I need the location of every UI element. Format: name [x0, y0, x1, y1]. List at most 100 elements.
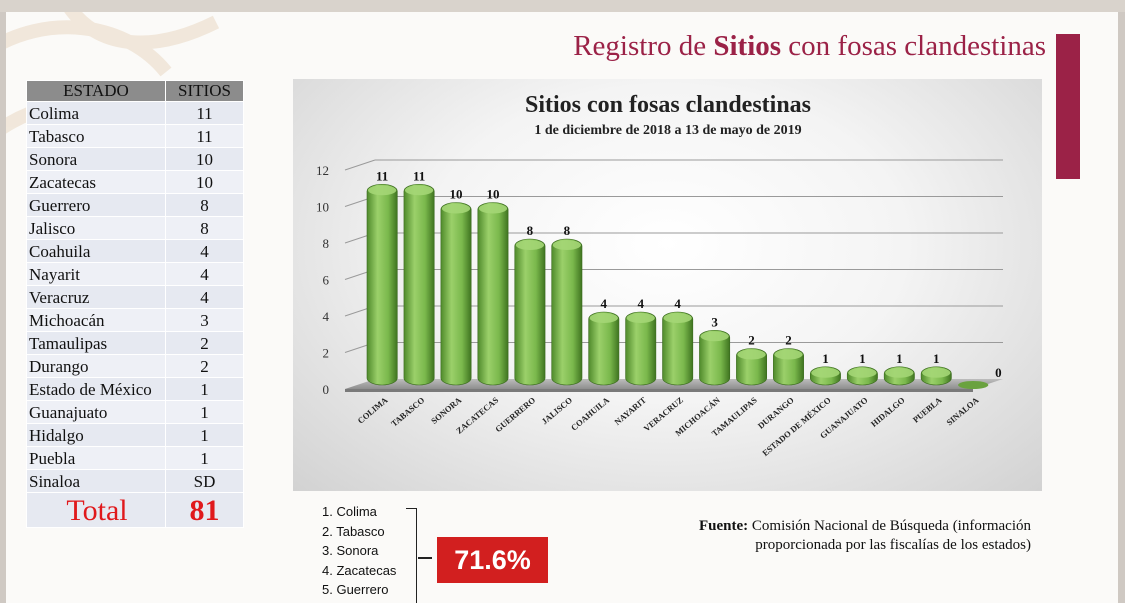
- accent-bar: [1056, 34, 1080, 179]
- gridline-diagonal: [344, 159, 376, 171]
- table-row: Sinaloa SD: [26, 469, 244, 493]
- bar: [625, 311, 657, 386]
- x-tick-label: JALISCO: [539, 395, 574, 427]
- source-text-2: proporcionada por las fiscalías de los e…: [755, 537, 1031, 553]
- x-tick-label: PUEBLA: [911, 394, 944, 424]
- cell-sitios: 11: [165, 101, 244, 125]
- bar-cap: [811, 367, 840, 378]
- cell-sitios: 2: [165, 331, 244, 355]
- bar-data-label: 2: [748, 333, 755, 348]
- slide: Registro de Sitios con fosas clandestina…: [6, 12, 1118, 603]
- source-note: Fuente: Comisión Nacional de Búsqueda (i…: [646, 517, 1031, 555]
- bar-cap: [885, 367, 914, 378]
- y-tick-label: 0: [323, 382, 330, 397]
- x-tick-label: NAYARIT: [612, 395, 648, 427]
- table-row: Coahuila 4: [26, 239, 244, 263]
- y-tick-label: 4: [323, 309, 330, 324]
- table-row: Veracruz 4: [26, 285, 244, 309]
- header-sitios: SITIOS: [165, 80, 244, 102]
- bar-chart-svg: Sitios con fosas clandestinas 1 de dicie…: [316, 92, 1003, 458]
- cell-sitios: 3: [165, 308, 244, 332]
- bar: [588, 311, 620, 386]
- cell-sitios: 2: [165, 354, 244, 378]
- bar-cap: [368, 185, 397, 196]
- chart-title: Sitios con fosas clandestinas: [525, 92, 811, 118]
- table-row: Puebla 1: [26, 446, 244, 470]
- bar-cap: [552, 240, 581, 250]
- bar-cap: [737, 349, 766, 360]
- bar-cap: [589, 313, 618, 323]
- cell-sitios: 10: [165, 147, 244, 171]
- ranked-list-item: 1. Colima: [322, 504, 377, 519]
- table-row: Hidalgo 1: [26, 423, 244, 447]
- bar-data-label: 2: [785, 333, 792, 348]
- cell-sitios: 1: [165, 423, 244, 447]
- bar-data-label: 4: [601, 296, 608, 311]
- cell-estado: Tabasco: [26, 124, 166, 148]
- table-body: Colima 11 Tabasco 11 Sonora 10 Zacatecas 10 Guer…: [26, 101, 244, 528]
- y-tick-label: 10: [316, 200, 329, 215]
- cell-estado: Sonora: [26, 147, 166, 171]
- bar: [662, 311, 694, 386]
- bar-cap: [441, 203, 471, 214]
- cell-sitios: 8: [165, 193, 244, 217]
- y-tick-label: 8: [323, 236, 330, 251]
- bar: [477, 202, 509, 386]
- bar-cap: [700, 331, 729, 342]
- bar-cap: [848, 367, 877, 378]
- table-row: Nayarit 4: [26, 262, 244, 286]
- cell-sitios: 8: [165, 216, 244, 240]
- bar-data-label: 0: [995, 365, 1002, 380]
- bar-cap: [404, 185, 434, 196]
- ranked-list-item: 5. Guerrero: [322, 582, 389, 597]
- bar: [551, 238, 583, 386]
- cell-sitios: 11: [165, 124, 244, 148]
- cell-estado: Coahuila: [26, 239, 166, 263]
- table-row: Guerrero 8: [26, 193, 244, 217]
- cell-sitios: 4: [165, 285, 244, 309]
- cell-estado: Michoacán: [26, 308, 166, 332]
- y-tick-label: 2: [323, 346, 330, 361]
- window-top-strip: [0, 0, 1125, 12]
- total-row: Total 81: [26, 492, 244, 528]
- bar: [699, 329, 731, 386]
- y-tick-label: 6: [323, 273, 330, 288]
- table-row: Sonora 10: [26, 147, 244, 171]
- ranked-list-item: 2. Tabasco: [322, 523, 385, 539]
- bar-data-label: 4: [637, 296, 644, 311]
- cell-estado: Puebla: [26, 446, 166, 470]
- source-text-1: Comisión Nacional de Búsqueda (informaci…: [748, 518, 1031, 534]
- cell-estado: Veracruz: [26, 285, 166, 309]
- header-estado: ESTADO: [26, 80, 166, 102]
- cell-sitios: 1: [165, 446, 244, 470]
- x-tick-label: HIDALGO: [869, 395, 907, 429]
- y-tick-label: 12: [316, 163, 329, 178]
- x-tick-label: COAHUILA: [569, 394, 612, 432]
- source-label: Fuente:: [698, 518, 749, 534]
- bar-cap: [922, 367, 951, 378]
- ranked-list-item: 3. Sonora: [322, 543, 379, 558]
- cell-estado: Guerrero: [26, 193, 166, 217]
- table-row: Jalisco 8: [26, 216, 244, 240]
- highlight-percent-badge: 71.6%: [437, 537, 548, 583]
- bar-data-label: 11: [413, 168, 425, 183]
- cell-sitios: SD: [165, 469, 244, 493]
- total-value: 81: [165, 492, 244, 528]
- bar-data-label: 10: [450, 187, 463, 202]
- cell-estado: Estado de México: [26, 377, 166, 401]
- bar-data-label: 1: [896, 351, 903, 366]
- cell-estado: Sinaloa: [26, 469, 166, 493]
- table-row: Colima 11: [26, 101, 244, 125]
- total-label: Total: [26, 492, 166, 528]
- bar: [514, 238, 546, 386]
- cell-estado: Zacatecas: [26, 170, 166, 194]
- bar-data-label: 1: [933, 351, 940, 366]
- cell-sitios: 1: [165, 400, 244, 424]
- table-row: Tabasco 11: [26, 124, 244, 148]
- cell-sitios: 10: [165, 170, 244, 194]
- bar-layer: [366, 183, 989, 389]
- cell-estado: Durango: [26, 354, 166, 378]
- bar-cap: [478, 203, 508, 214]
- states-table: ESTADO SITIOS Colima 11 Tabasco 11 Sonora 10 Z…: [26, 80, 244, 528]
- bar-data-label: 8: [527, 223, 534, 238]
